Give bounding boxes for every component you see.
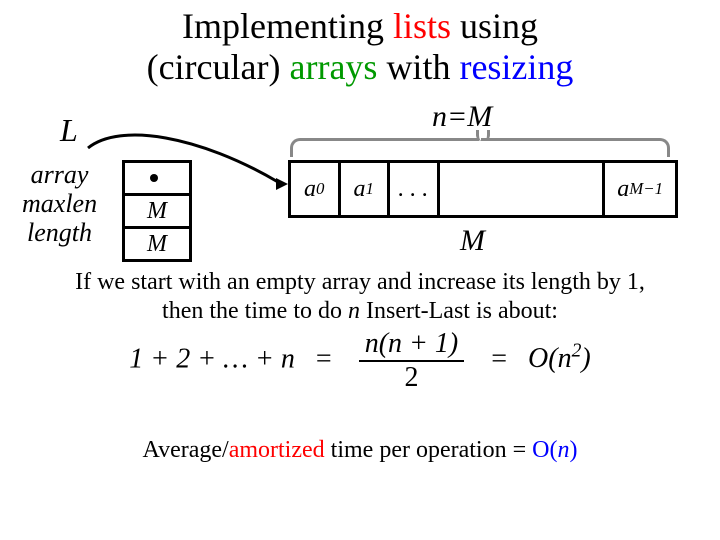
pointer-curve-icon (90, 140, 290, 200)
eq-O-sup: 2 (572, 341, 582, 362)
p2-O: O( (532, 437, 557, 463)
title-t1: Implementing (182, 6, 393, 46)
slide: Implementing lists using (circular) arra… (0, 0, 720, 540)
array-cell-dots: . . . (390, 163, 440, 215)
array-box: a0 a1 . . . aM−1 (288, 160, 678, 218)
paragraph-1: If we start with an empty array and incr… (0, 268, 720, 326)
p2-n: n (557, 437, 569, 463)
title: Implementing lists using (circular) arra… (0, 6, 720, 89)
title-t2: lists (393, 6, 451, 46)
array-cell-1: a1 (341, 163, 391, 215)
array-cell-last: aM−1 (605, 163, 675, 215)
eq-eq2: = (491, 343, 507, 374)
eq-O-open: O( (528, 343, 558, 374)
struct-value-length: M (125, 229, 189, 259)
cell1-sub: 1 (366, 179, 374, 199)
cell2-text: . . . (398, 176, 428, 203)
para1-n: n (348, 298, 360, 324)
para1-l1: If we start with an empty array and incr… (75, 269, 645, 295)
array-cell-blank (440, 163, 606, 215)
nM-rhs: M (467, 100, 492, 133)
cell0-base: a (304, 176, 316, 203)
para1-l2a: then the time to do (162, 298, 348, 324)
struct-value-maxlen: M (125, 196, 189, 229)
nM-lhs: n (432, 100, 447, 133)
struct-field-labels: array maxlen length (22, 160, 97, 247)
eq-eq1: = (316, 343, 332, 374)
cell4-sub: M−1 (629, 179, 663, 199)
M-under-array: M (460, 224, 485, 258)
title-t4: (circular) (147, 47, 290, 87)
equation: 1 + 2 + … + n = n(n + 1) 2 = O(n2) (0, 328, 720, 394)
title-t7: resizing (459, 47, 573, 87)
eq-O-var: n (558, 343, 572, 374)
para1-l2b: Insert-Last is about: (360, 298, 558, 324)
eq-lhs: 1 + 2 + … + n (129, 343, 295, 374)
nM-eq: = (447, 100, 467, 133)
p2-a: Average/ (143, 437, 229, 463)
struct-label-maxlen: maxlen (22, 189, 97, 218)
eq-num: n(n + 1) (359, 328, 465, 360)
p2-bigO: O(n) (532, 437, 577, 463)
cell4-base: a (617, 176, 629, 203)
eq-bigO: O(n2) (528, 343, 591, 374)
p2-close: ) (569, 437, 577, 463)
cell0-sub: 0 (316, 179, 324, 199)
brace-icon (290, 138, 670, 156)
n-equals-M-label: n=M (432, 100, 492, 134)
title-t5: arrays (289, 47, 377, 87)
p2-amortized: amortized (229, 437, 325, 463)
paragraph-2: Average/amortized time per operation = O… (0, 436, 720, 465)
struct-label-length: length (22, 218, 97, 247)
array-cell-0: a0 (291, 163, 341, 215)
eq-fraction: n(n + 1) 2 (359, 328, 465, 394)
struct-label-array: array (22, 160, 97, 189)
title-t3: using (451, 6, 538, 46)
pointer-arrowhead-icon (276, 178, 288, 190)
eq-den: 2 (359, 360, 465, 394)
title-t6: with (377, 47, 459, 87)
L-label: L (60, 112, 78, 149)
eq-O-close: ) (581, 343, 590, 374)
p2-b: time per operation = (325, 437, 532, 463)
cell1-base: a (354, 176, 366, 203)
